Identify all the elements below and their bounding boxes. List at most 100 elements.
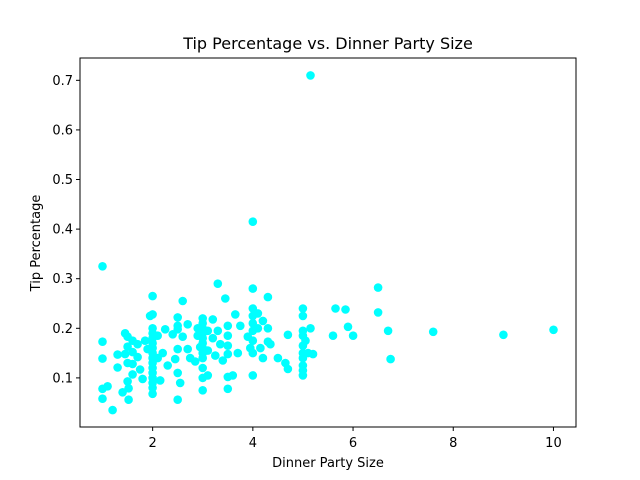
data-point — [148, 383, 157, 393]
data-point — [135, 365, 145, 374]
data-point — [198, 363, 207, 373]
data-point — [98, 262, 107, 271]
data-point — [298, 371, 308, 380]
data-point — [173, 368, 182, 378]
data-point — [223, 321, 233, 331]
data-point — [331, 304, 340, 313]
data-point — [108, 405, 117, 415]
data-point — [203, 371, 213, 380]
data-point — [208, 333, 218, 343]
data-point — [113, 350, 122, 359]
data-point — [175, 378, 185, 388]
x-tick-label: 8 — [449, 436, 457, 451]
data-point — [123, 342, 132, 352]
y-tick-label: 0.7 — [52, 74, 73, 89]
data-point — [173, 325, 182, 334]
data-point — [223, 384, 233, 394]
data-point — [98, 354, 107, 363]
y-tick-label: 0.3 — [52, 272, 73, 287]
data-point — [124, 384, 133, 393]
data-point — [258, 353, 268, 363]
data-point — [123, 377, 132, 386]
data-point — [148, 310, 157, 319]
points-layer — [98, 71, 558, 415]
data-point — [173, 313, 182, 322]
data-point — [173, 344, 182, 354]
x-tick-label: 6 — [349, 436, 357, 451]
x-tick-label: 4 — [249, 436, 257, 451]
data-point — [155, 376, 165, 385]
data-point — [160, 325, 170, 334]
data-point — [223, 349, 233, 359]
data-point — [170, 354, 180, 364]
data-point — [253, 309, 263, 318]
data-point — [283, 364, 293, 374]
data-point — [113, 363, 122, 372]
data-point — [140, 336, 150, 346]
data-point — [158, 348, 167, 358]
data-point — [233, 348, 243, 358]
data-point — [298, 311, 308, 321]
data-point — [218, 356, 228, 365]
data-point — [133, 352, 142, 362]
data-point — [208, 315, 218, 324]
x-tick-label: 2 — [149, 436, 157, 451]
data-point — [98, 394, 107, 404]
data-point — [203, 346, 213, 355]
data-point — [306, 71, 315, 80]
data-point — [223, 341, 233, 351]
data-point — [216, 339, 225, 349]
data-point — [213, 326, 223, 336]
data-point — [190, 357, 200, 366]
data-point — [373, 283, 383, 292]
data-point — [203, 326, 213, 336]
data-point — [328, 331, 338, 341]
data-point — [341, 305, 350, 314]
data-point — [248, 336, 258, 346]
data-point — [133, 339, 142, 349]
data-point — [343, 322, 353, 332]
data-point — [198, 386, 207, 395]
y-axis-label: Tip Percentage — [29, 195, 44, 293]
data-point — [183, 320, 192, 329]
data-point — [183, 344, 192, 354]
data-point — [148, 389, 157, 399]
data-point — [266, 339, 275, 349]
data-point — [228, 371, 238, 380]
data-point — [128, 370, 137, 379]
data-point — [148, 291, 157, 301]
data-point — [173, 395, 182, 405]
data-point — [499, 330, 508, 340]
x-axis-label: Dinner Party Size — [272, 456, 384, 471]
data-point — [256, 343, 265, 353]
data-point — [221, 294, 230, 303]
data-point — [98, 337, 107, 347]
data-point — [263, 292, 273, 302]
plot-frame — [79, 57, 577, 428]
chart-title: Tip Percentage vs. Dinner Party Size — [182, 34, 473, 53]
data-point — [223, 331, 233, 341]
data-point — [273, 353, 283, 363]
data-point — [549, 325, 558, 335]
data-point — [248, 371, 258, 380]
y-tick-label: 0.5 — [52, 173, 73, 188]
data-point — [236, 321, 245, 331]
data-point — [253, 324, 263, 333]
data-point — [386, 354, 395, 364]
y-tick-label: 0.1 — [52, 371, 73, 386]
data-point — [308, 349, 318, 359]
data-point — [211, 351, 220, 360]
x-tick-label: 10 — [545, 436, 562, 451]
data-point — [298, 304, 308, 313]
data-point — [373, 308, 383, 317]
data-point — [213, 279, 223, 289]
data-point — [178, 296, 187, 306]
data-point — [231, 310, 240, 319]
y-tick-label: 0.6 — [52, 123, 73, 138]
data-point — [198, 353, 207, 363]
data-point — [348, 331, 358, 341]
data-point — [153, 331, 162, 341]
data-point — [301, 336, 310, 346]
